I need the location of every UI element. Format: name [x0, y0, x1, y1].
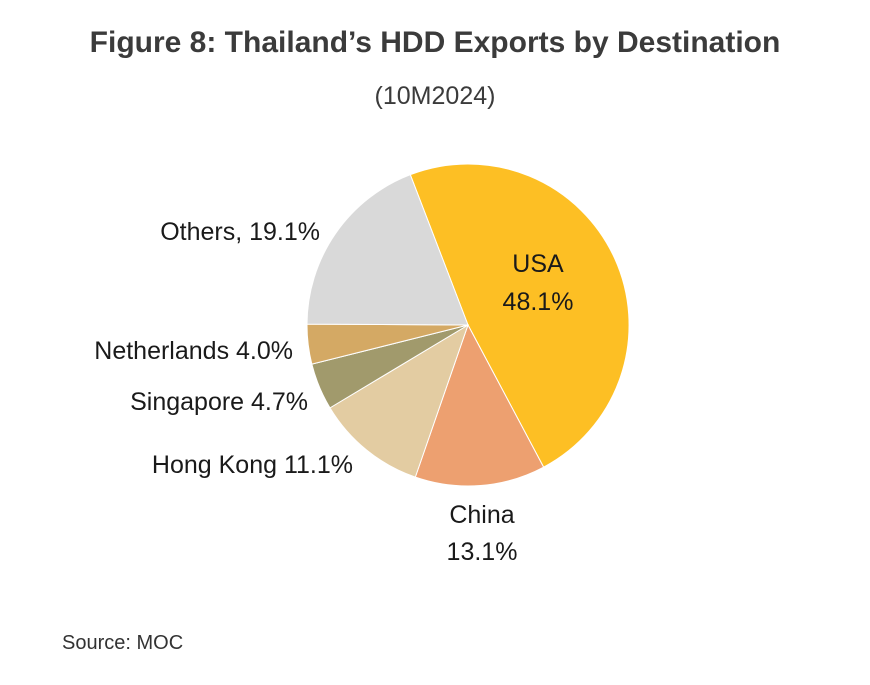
pie-label-china-value: 13.1% — [447, 538, 518, 566]
pie-label-usa-value: 48.1% — [503, 288, 574, 316]
pie-label-hong-kong: Hong Kong 11.1% — [152, 451, 353, 479]
pie-label-usa: USA — [512, 250, 564, 278]
chart-title: Figure 8: Thailand’s HDD Exports by Dest… — [89, 26, 781, 59]
pie-label-china: China — [449, 501, 514, 529]
source-note: Source: MOC — [62, 632, 184, 654]
pie-label-others: Others, 19.1% — [160, 218, 320, 246]
pie-slice-others — [306, 174, 469, 326]
pie-slice-china — [414, 323, 545, 487]
pie-slice-usa — [409, 163, 630, 468]
pie-slice-hong-kong — [329, 323, 469, 478]
chart-subtitle: (10M2024) — [374, 82, 496, 110]
pie-label-netherlands: Netherlands 4.0% — [94, 337, 293, 365]
pie-label-singapore: Singapore 4.7% — [130, 388, 308, 416]
